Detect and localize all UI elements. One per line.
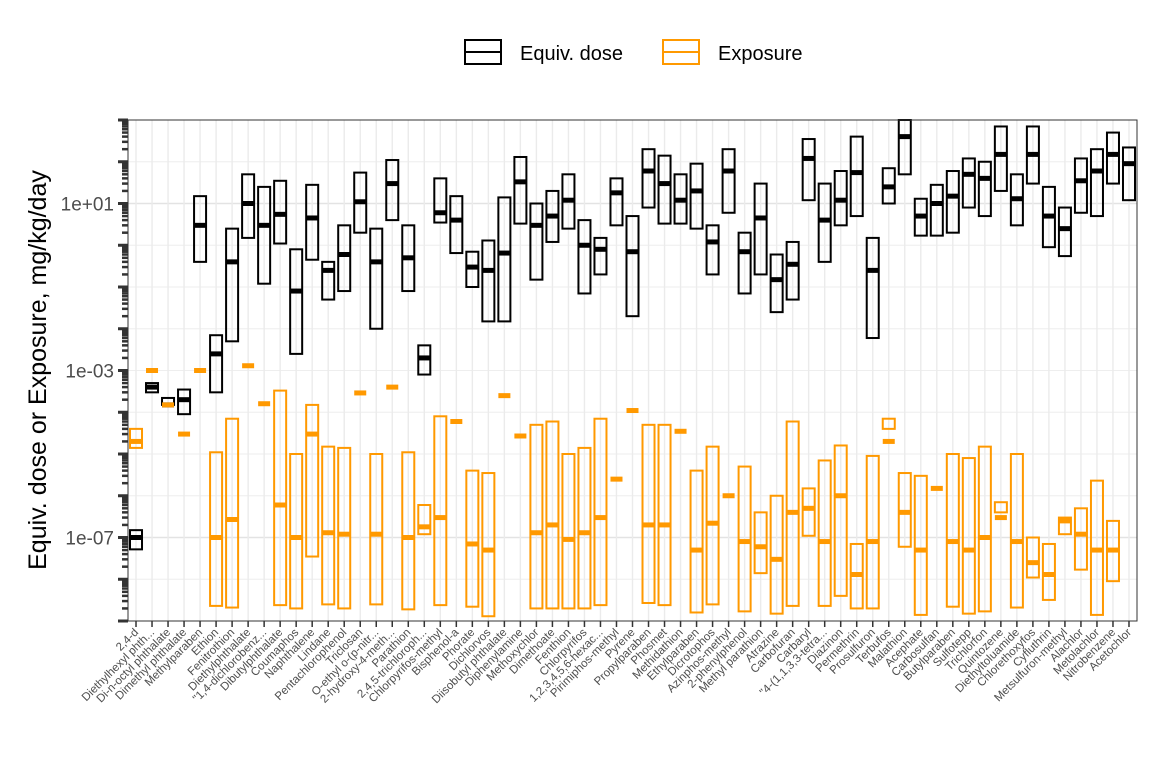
exposure-box [993, 501, 1008, 514]
y-tick-label: 1e-07 [65, 529, 114, 550]
equiv-dose-box [481, 239, 496, 323]
exposure-box [129, 427, 144, 449]
equiv-dose-box [513, 155, 528, 225]
equiv-dose-box [193, 195, 208, 263]
equiv-dose-box [609, 177, 624, 227]
exposure-box [945, 453, 960, 608]
equiv-dose-box [689, 162, 704, 230]
equiv-dose-box [385, 159, 400, 222]
y-tick-label: 1e-03 [65, 362, 114, 383]
y-axis: 1e-07 1e-03 1e+01 [61, 118, 128, 623]
equiv-dose-box [849, 135, 864, 218]
legend-label-exposure: Exposure [718, 43, 803, 65]
exposure-box [289, 453, 304, 610]
equiv-dose-box [289, 248, 304, 355]
equiv-dose-box [737, 231, 752, 295]
equiv-dose-box [641, 148, 656, 209]
exposure-box [401, 451, 416, 611]
exposure-box [1057, 516, 1072, 536]
exposure-box [577, 446, 592, 610]
exposure-box [801, 487, 816, 537]
exposure-box [561, 453, 576, 610]
exposure-box [769, 494, 784, 615]
equiv-dose-box [241, 173, 256, 239]
exposure-box [961, 457, 976, 615]
equiv-dose-box [785, 240, 800, 301]
exposure-box [273, 389, 288, 607]
exposure-box [417, 504, 432, 536]
equiv-dose-box [529, 202, 544, 281]
exposure-box [977, 445, 992, 613]
equiv-dose-box [977, 160, 992, 218]
exposure-box [689, 469, 704, 614]
exposure-box [881, 417, 896, 430]
equiv-dose-box [817, 182, 832, 263]
exposure-box [833, 444, 848, 597]
exposure-box [465, 469, 480, 608]
equiv-dose-box [1121, 146, 1136, 202]
equiv-dose-box [1105, 131, 1120, 185]
exposure-box [817, 459, 832, 607]
exposure-box [481, 472, 496, 618]
equiv-dose-box [593, 236, 608, 276]
equiv-dose-box [945, 170, 960, 234]
equiv-dose-box [769, 253, 784, 314]
y-axis-title: Equiv. dose or Exposure, mg/kg/day [24, 170, 52, 570]
equiv-dose-box [961, 157, 976, 209]
equiv-dose-box [657, 154, 672, 225]
equiv-dose-box [1089, 148, 1104, 218]
equiv-dose-box [497, 196, 512, 323]
equiv-dose-box [1073, 157, 1088, 214]
equiv-dose-box [625, 215, 640, 318]
equiv-dose-box [721, 148, 736, 214]
plot-boxes [129, 119, 1136, 618]
exposure-box [593, 417, 608, 607]
y-tick-label: 1e+01 [61, 195, 114, 216]
exposure-box [369, 453, 384, 606]
exposure-box [657, 423, 672, 607]
exposure-box [737, 465, 752, 613]
equiv-dose-box [225, 227, 240, 343]
exposure-box [753, 511, 768, 575]
exposure-box [545, 420, 560, 610]
equiv-dose-box [449, 195, 464, 255]
exposure-box [913, 474, 928, 616]
exposure-box [433, 415, 448, 607]
equiv-dose-box [337, 224, 352, 293]
equiv-dose-box [705, 224, 720, 276]
equiv-dose-box [577, 219, 592, 295]
equiv-dose-box [321, 260, 336, 301]
exposure-box [209, 451, 224, 607]
exposure-box [865, 454, 880, 610]
legend-label-equiv-dose: Equiv. dose [520, 43, 623, 65]
exposure-box [1041, 542, 1056, 601]
equiv-dose-box [433, 177, 448, 224]
exposure-box [1009, 453, 1024, 609]
exposure-box [305, 403, 320, 558]
exposure-box [529, 423, 544, 610]
equiv-dose-box [801, 138, 816, 202]
exposure-box [321, 445, 336, 606]
equiv-dose-box [305, 183, 320, 261]
exposure-box [225, 417, 240, 609]
equiv-dose-box [865, 236, 880, 340]
equiv-dose-box [257, 185, 272, 285]
exposure-box [641, 423, 656, 604]
legend: Equiv. dose Exposure [464, 39, 803, 65]
equiv-dose-box [1057, 206, 1072, 258]
equiv-dose-box [993, 125, 1008, 192]
exposure-box [1025, 536, 1040, 579]
equiv-dose-box [369, 227, 384, 330]
equiv-dose-box [753, 182, 768, 276]
exposure-box [1073, 507, 1088, 571]
equiv-dose-box [209, 334, 224, 394]
equiv-dose-box [929, 183, 944, 237]
exposure-box [337, 446, 352, 610]
